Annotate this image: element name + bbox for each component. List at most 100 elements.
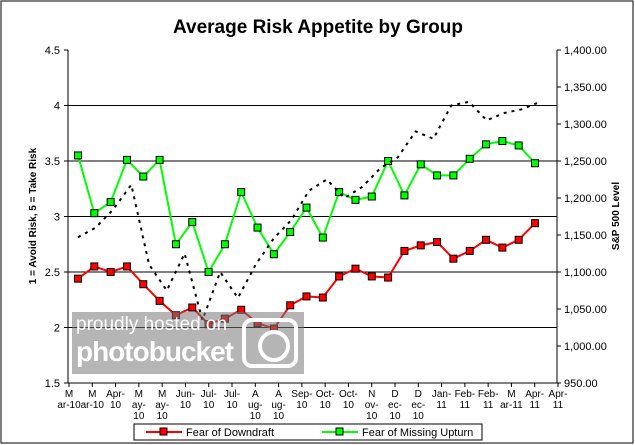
x-tick-label-line: D	[391, 389, 398, 400]
data-point	[498, 137, 507, 146]
x-tick-label-line: ec-	[388, 400, 402, 411]
data-point	[482, 235, 491, 244]
data-point	[335, 272, 344, 281]
x-tick-label-line: 10	[110, 400, 122, 411]
y-tick-label: 3.5	[45, 156, 60, 168]
legend-label-downdraft: Fear of Downdraft	[186, 427, 274, 439]
y2-tick-label: 1,050.00	[564, 304, 607, 316]
x-tick-label-line: ug-	[248, 400, 262, 411]
data-point	[302, 203, 311, 212]
data-point	[531, 219, 539, 228]
data-point	[171, 240, 180, 249]
x-tick-label-line: M	[88, 389, 96, 400]
y2-tick-label: 1,350.00	[564, 82, 607, 94]
data-point	[465, 246, 474, 255]
x-tick-label-line: 10	[366, 411, 378, 422]
camera-icon	[242, 318, 298, 368]
y2-tick-label: 1,150.00	[564, 230, 607, 242]
x-tick-label-line: 10	[343, 400, 355, 411]
x-tick-label-line: M	[65, 389, 73, 400]
data-point	[351, 264, 360, 273]
data-point	[155, 296, 164, 305]
data-point	[416, 160, 425, 169]
x-tick-label-line: N	[368, 389, 375, 400]
x-tick-label-line: 11	[460, 400, 471, 411]
y-tick-label: 2.5	[45, 267, 60, 279]
data-point	[90, 262, 99, 271]
data-point	[139, 280, 148, 289]
x-tick-label-line: A	[252, 389, 259, 400]
data-point	[253, 223, 262, 232]
watermark-line2: photobucket	[76, 336, 234, 367]
y2-tick-label: 1,250.00	[564, 156, 607, 168]
x-tick-label-line: M	[507, 389, 515, 400]
data-point	[122, 262, 131, 271]
x-tick-label-line: Sep-	[291, 389, 312, 400]
x-tick-label-line: 10	[226, 400, 238, 411]
y-tick-label: 4.5	[45, 45, 60, 57]
x-tick-label-line: ec-	[411, 400, 425, 411]
x-tick-label: Sep-10	[291, 389, 312, 411]
data-point	[188, 218, 197, 227]
data-point	[416, 241, 425, 250]
x-tick-label-line: 10	[320, 400, 332, 411]
x-tick-label-line: M	[158, 389, 166, 400]
data-point	[318, 233, 327, 242]
x-tick-label-line: 10	[250, 411, 262, 422]
x-tick-label-line: 11	[436, 400, 447, 411]
x-tick-label: Feb-11	[478, 389, 499, 411]
x-tick-label-line: ar-11	[500, 400, 523, 411]
y2-axis-label: S&P 500 Level	[611, 182, 622, 250]
x-tick-label-line: 10	[413, 411, 425, 422]
data-point	[90, 209, 99, 218]
x-tick-label-line: ay-	[155, 400, 169, 411]
data-point	[514, 141, 523, 150]
data-point	[335, 188, 344, 197]
data-point	[498, 243, 507, 252]
y2-tick-label: 1,200.00	[564, 193, 607, 205]
x-tick-label: Jan-11	[432, 389, 451, 411]
data-point	[318, 293, 327, 302]
x-tick-label-line: ar-10	[81, 400, 105, 411]
y2-tick-label: 1,400.00	[564, 45, 607, 57]
legend: Fear of Downdraft Fear of Missing Upturn	[133, 423, 483, 441]
y-tick-label: 2	[54, 323, 60, 335]
x-tick-label-line: 10	[133, 411, 145, 422]
x-tick-label-line: 11	[483, 400, 494, 411]
y-tick-label: 1.5	[45, 378, 60, 390]
data-point	[188, 303, 197, 312]
y2-tick-label: 1,100.00	[564, 267, 607, 279]
data-point	[400, 191, 409, 200]
data-point	[449, 254, 458, 263]
data-point	[367, 192, 376, 201]
data-point	[269, 250, 278, 259]
x-tick-label-line: D	[415, 389, 422, 400]
legend-label-upturn: Fear of Missing Upturn	[362, 427, 473, 439]
x-tick-label-line: 10	[273, 411, 285, 422]
x-tick-label-line: ug-	[271, 400, 285, 411]
x-tick-label: Apr-10	[106, 389, 125, 411]
x-tick-label-line: Jul-	[201, 389, 217, 400]
legend-marker-downdraft	[159, 427, 168, 436]
data-point	[155, 155, 164, 164]
x-tick-label-line: 10	[203, 400, 215, 411]
data-point	[139, 172, 148, 181]
x-tick-label-line: Jun-	[176, 389, 195, 400]
y-axis-label: 1 = Avoid Risk, 5 = Take Risk	[28, 147, 39, 284]
x-tick-label-line: ar-10	[57, 400, 81, 411]
x-tick-label-line: A	[275, 389, 282, 400]
x-tick-label-line: 10	[180, 400, 192, 411]
x-tick-label-line: Feb-	[478, 389, 499, 400]
data-point	[384, 273, 393, 282]
data-point	[465, 154, 474, 163]
x-tick-label-line: Jan-	[432, 389, 451, 400]
